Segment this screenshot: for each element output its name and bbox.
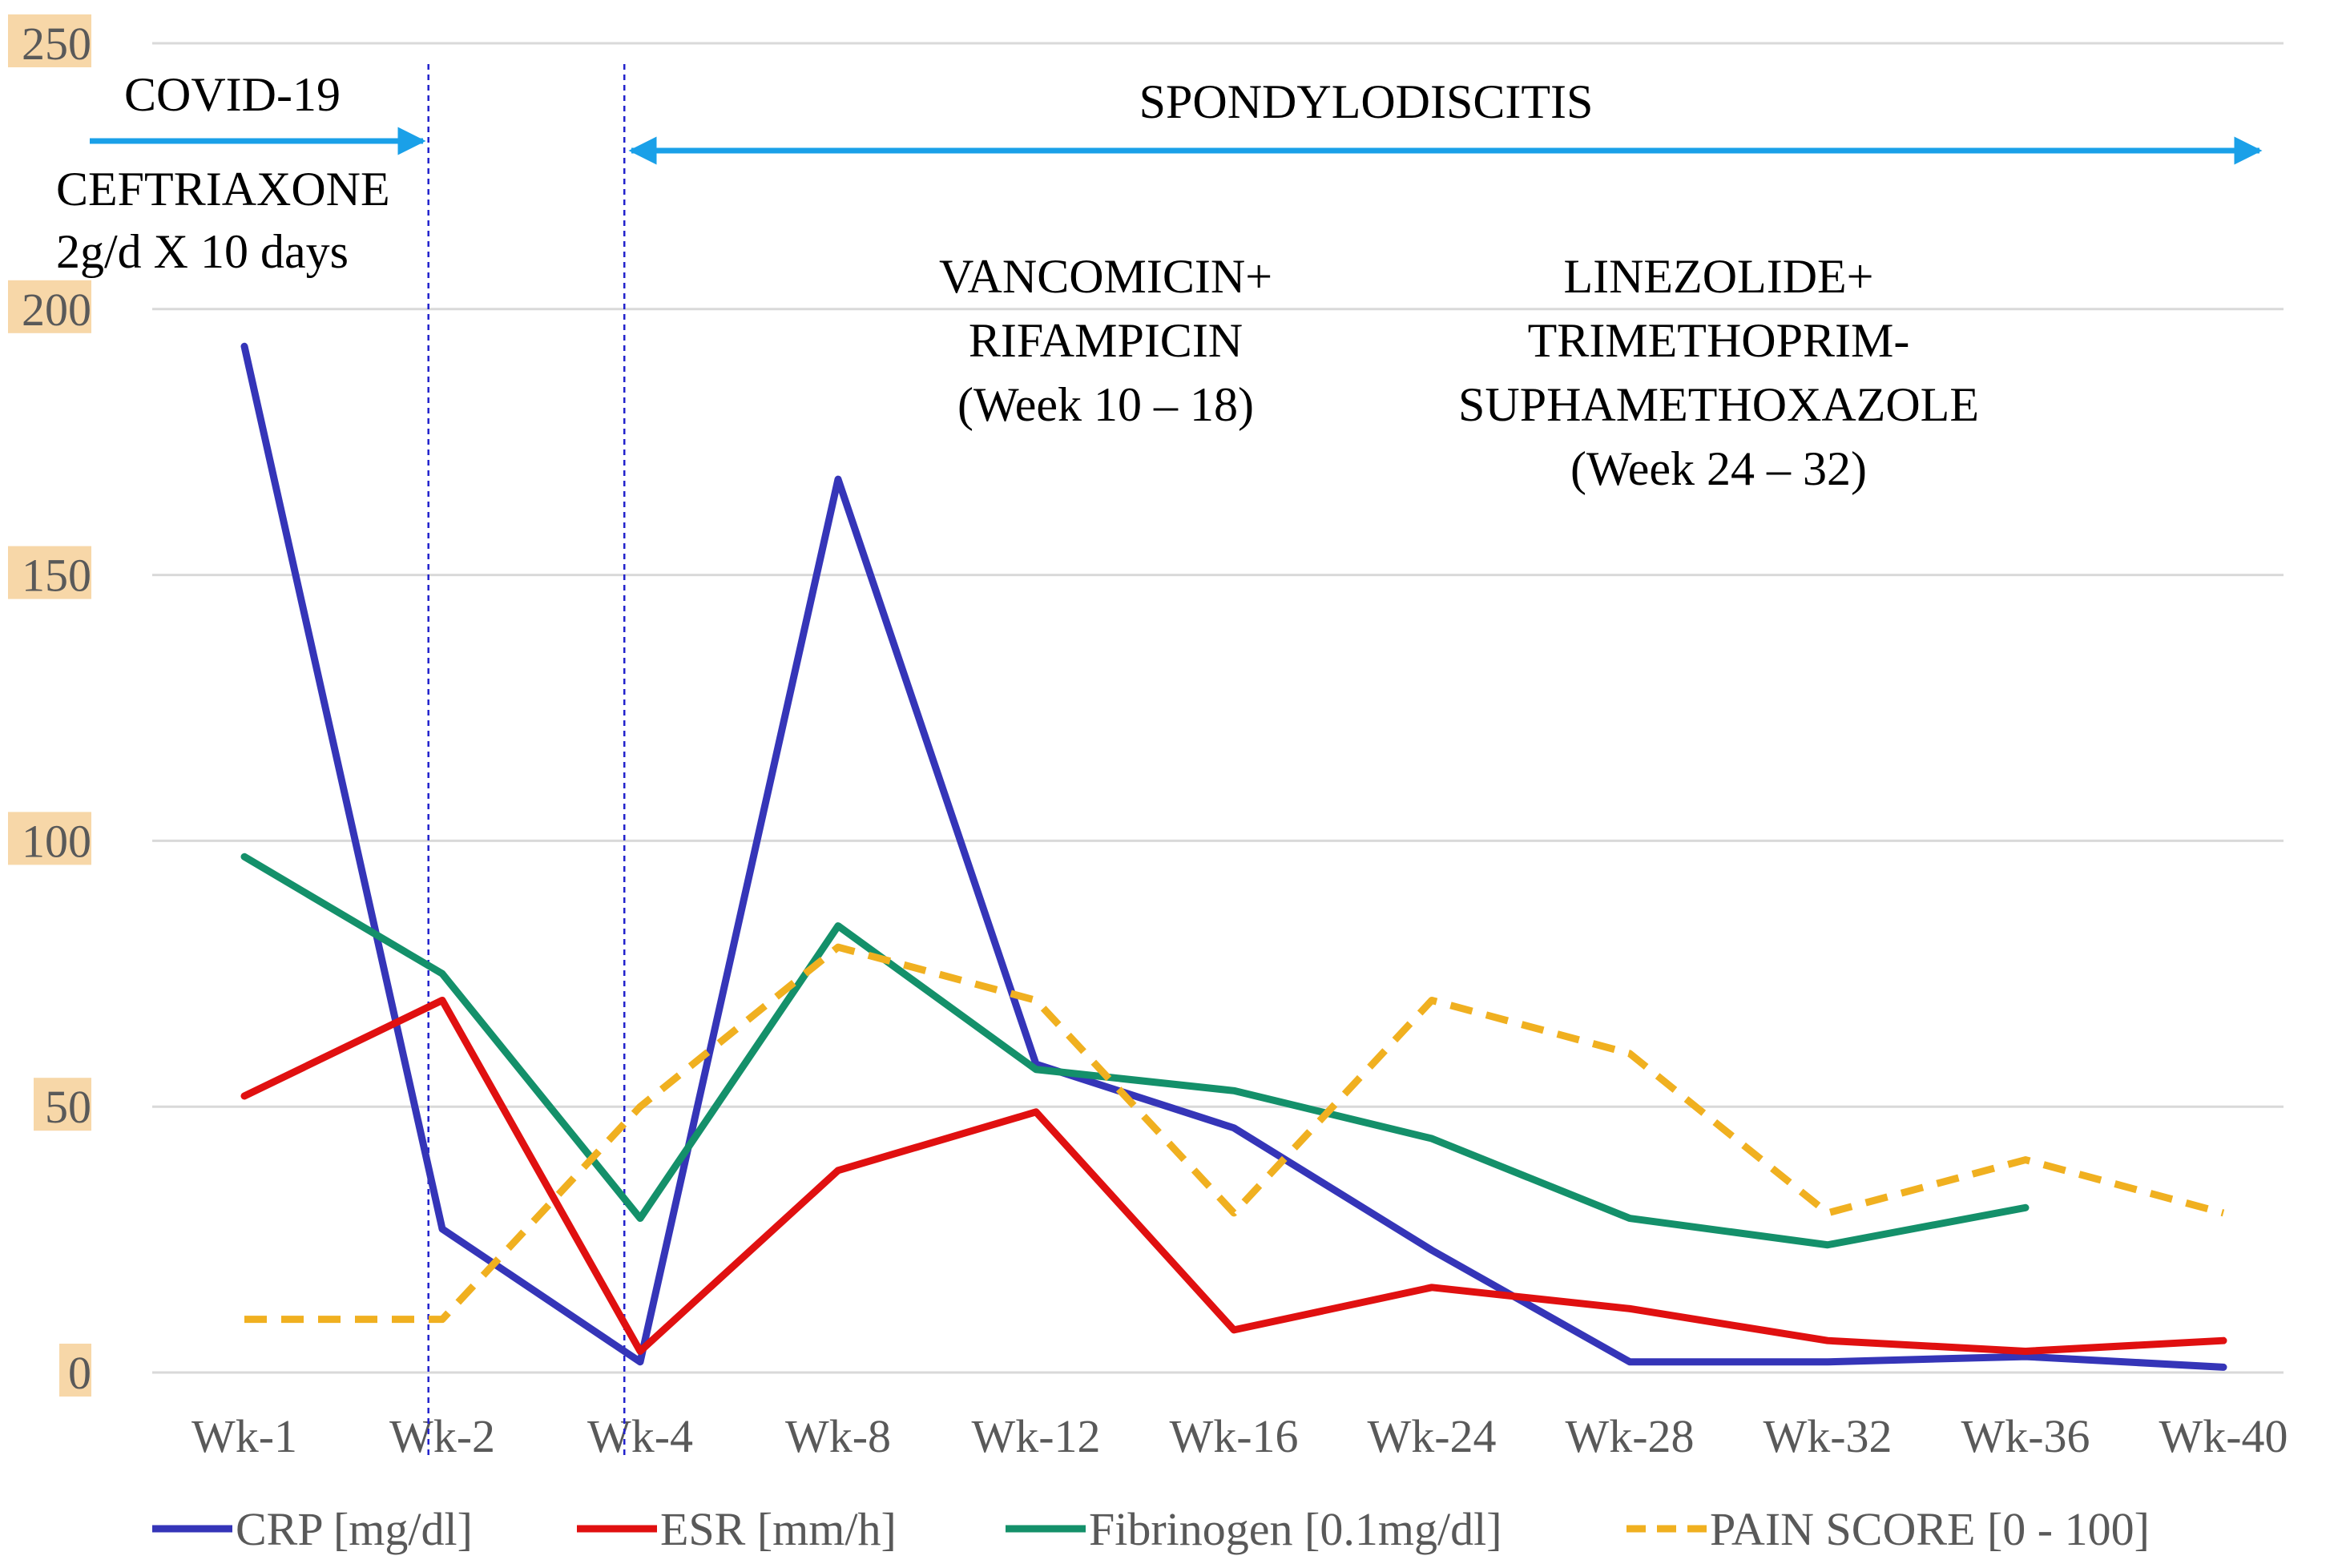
y-tick-highlight xyxy=(8,546,91,599)
vanco-line3: (Week 10 – 18) xyxy=(957,378,1254,431)
series-line xyxy=(244,943,2225,1324)
x-tick-label: Wk-8 xyxy=(785,1410,891,1462)
spondylodiscitis-title: SPONDYLODISCITIS xyxy=(1139,75,1594,128)
y-tick-highlight xyxy=(34,1078,91,1131)
covid-treatment-line2: 2g/d X 10 days xyxy=(56,225,349,278)
legend-label: ESR [mm/h] xyxy=(660,1503,897,1555)
x-tick-label: Wk-32 xyxy=(1763,1410,1892,1462)
x-tick-label: Wk-4 xyxy=(587,1410,693,1462)
series-lines xyxy=(240,342,2227,1371)
covid-title: COVID-19 xyxy=(124,68,341,121)
y-tick-label: 150 xyxy=(22,550,91,602)
x-tick-label: Wk-2 xyxy=(389,1410,495,1462)
y-tick-label: 200 xyxy=(22,284,91,336)
legend: CRP [mg/dl] ESR [mm/h] Fibrinogen [0.1mg/d… xyxy=(152,1503,2150,1555)
linezolide-line1: LINEZOLIDE+ xyxy=(1563,250,1873,303)
linezolide-line2: TRIMETHOPRIM- xyxy=(1528,314,1910,367)
x-axis: Wk-1 Wk-2 Wk-4 Wk-8 Wk-12 Wk-16 Wk-24 Wk-28 Wk-3… xyxy=(191,1410,2288,1462)
x-tick-label: Wk-28 xyxy=(1565,1410,1694,1462)
x-tick-label: Wk-12 xyxy=(971,1410,1100,1462)
vanco-line2: RIFAMPICIN xyxy=(969,314,1243,367)
y-tick-highlight xyxy=(59,1344,91,1397)
series-line xyxy=(240,996,2227,1355)
x-tick-label: Wk-40 xyxy=(2159,1410,2288,1462)
legend-label: PAIN SCORE [0 - 100] xyxy=(1710,1503,2150,1555)
y-tick-label: 250 xyxy=(22,18,91,70)
legend-label: Fibrinogen [0.1mg/dl] xyxy=(1089,1503,1502,1555)
linezolide-line4: (Week 24 – 32) xyxy=(1570,442,1867,495)
y-axis: 0 50 100 150 200 250 xyxy=(8,14,91,1399)
y-tick-label: 100 xyxy=(22,815,91,867)
y-tick-label: 50 xyxy=(45,1081,91,1133)
series-line xyxy=(240,853,2030,1249)
annotations: COVID-19 CEFTRIAXONE 2g/d X 10 days SPON… xyxy=(56,68,2263,495)
x-tick-label: Wk-1 xyxy=(191,1410,297,1462)
y-tick-highlight xyxy=(8,14,91,67)
linezolide-line3: SUPHAMETHOXAZOLE xyxy=(1458,378,1979,431)
y-tick-label: 0 xyxy=(68,1347,91,1399)
covid-treatment-line1: CEFTRIAXONE xyxy=(56,163,390,216)
legend-label: CRP [mg/dl] xyxy=(236,1503,473,1555)
x-tick-label: Wk-36 xyxy=(1961,1410,2090,1462)
y-tick-highlight xyxy=(8,812,91,865)
y-tick-highlight xyxy=(8,280,91,333)
series-line xyxy=(240,342,2227,1371)
vanco-line1: VANCOMICIN+ xyxy=(939,250,1272,303)
x-tick-label: Wk-24 xyxy=(1367,1410,1496,1462)
x-tick-label: Wk-16 xyxy=(1169,1410,1298,1462)
grid-lines xyxy=(152,42,2284,1374)
phase-lines xyxy=(427,64,626,1458)
